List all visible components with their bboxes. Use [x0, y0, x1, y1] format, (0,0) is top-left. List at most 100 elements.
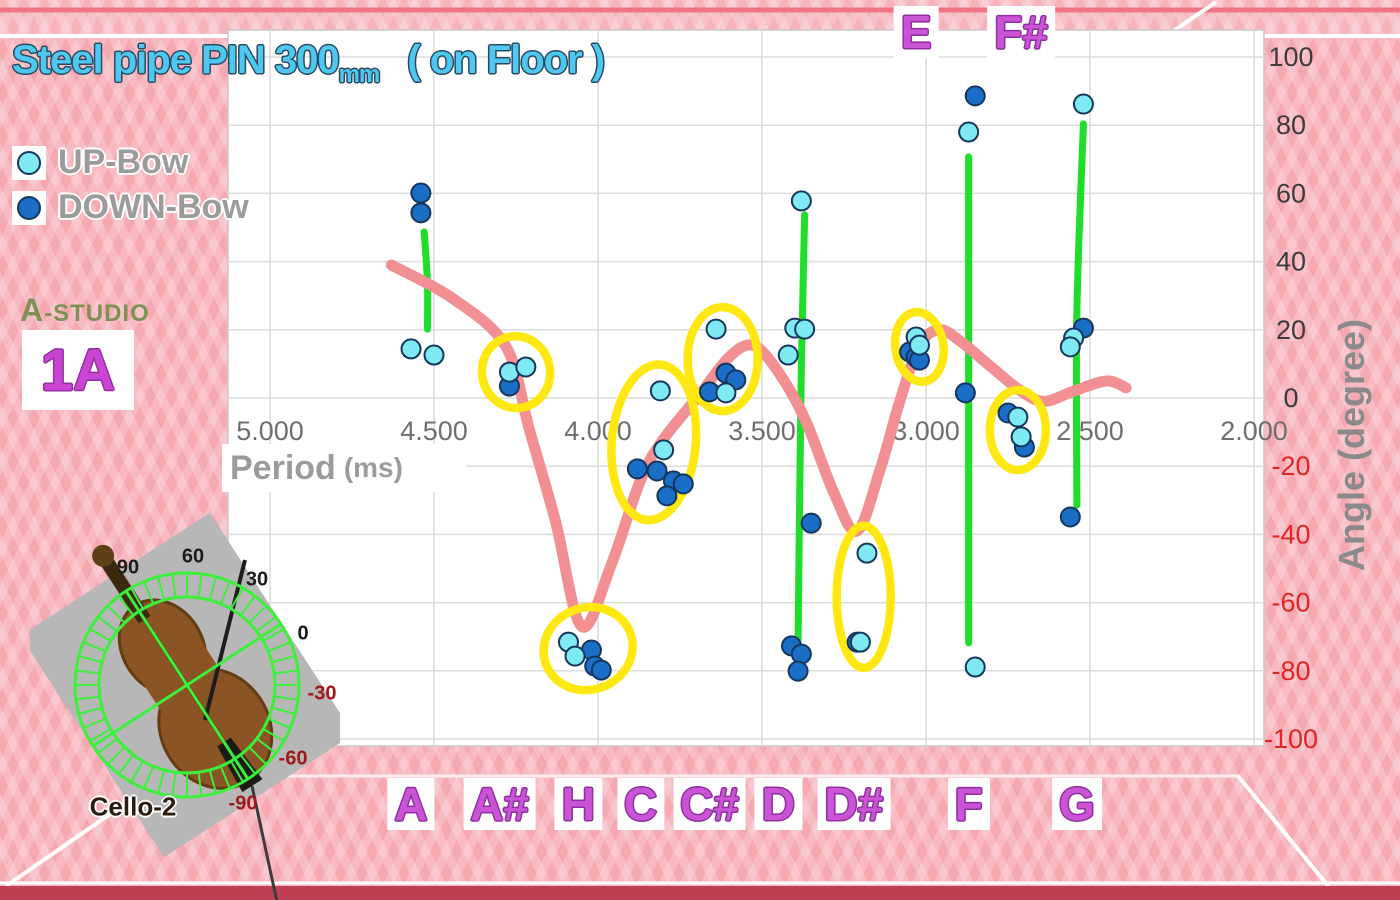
- point-up-bow: [423, 344, 445, 366]
- point-up-bow: [790, 190, 812, 212]
- y-tick-label: -20: [1271, 451, 1310, 481]
- yellow-ellipse-E: [890, 307, 948, 386]
- point-down-bow: [954, 382, 976, 404]
- dial-tick: [83, 717, 107, 729]
- point-up-bow: [1007, 406, 1029, 428]
- dial-tick: [130, 760, 144, 783]
- yellow-ellipse-F#: [985, 385, 1051, 475]
- y-tick-label: -40: [1271, 519, 1310, 549]
- point-down-bow: [410, 202, 432, 224]
- point-up-bow: [705, 318, 727, 340]
- dial-tick: [78, 655, 103, 664]
- point-up-bow: [653, 439, 675, 461]
- x-tick-label: 4.500: [400, 416, 468, 446]
- y-tick-label: -100: [1264, 724, 1318, 754]
- yellow-ellipse-C: [607, 360, 701, 525]
- green-note-line-D: [794, 211, 809, 644]
- dial-tick: [256, 737, 277, 754]
- dial-tick: [75, 669, 100, 675]
- y-tick-label: 20: [1276, 315, 1306, 345]
- bottom-right-diagonal: [1236, 774, 1340, 900]
- dial-tick: [107, 605, 126, 624]
- green-note-line-G: [1072, 120, 1087, 509]
- dial-tick: [75, 695, 100, 701]
- dial-tick: [197, 573, 203, 598]
- dial-tick: [130, 587, 144, 610]
- y-tick-label: -60: [1271, 588, 1310, 618]
- dial-tick: [83, 641, 107, 653]
- x-tick-label: 3.000: [892, 416, 960, 446]
- y-tick-label: 80: [1276, 110, 1306, 140]
- point-down-bow: [787, 660, 809, 682]
- y-tick-label: 0: [1283, 383, 1298, 413]
- dial-tick: [271, 706, 296, 715]
- dial-tick: [171, 573, 177, 598]
- point-up-bow: [400, 338, 422, 360]
- cello-protractor-image: [30, 512, 340, 900]
- dial-tick: [267, 717, 291, 729]
- protractor-dial: [73, 571, 301, 799]
- plot-area: [227, 29, 1265, 747]
- point-down-bow: [626, 458, 648, 480]
- dial-tick: [157, 576, 166, 601]
- point-down-bow: [790, 643, 812, 665]
- cello-scroll: [92, 544, 115, 567]
- x-tick-label: 3.500: [728, 416, 796, 446]
- point-up-bow: [649, 380, 671, 402]
- point-down-bow: [672, 473, 694, 495]
- dial-tick: [230, 587, 244, 610]
- dial-tick: [143, 581, 155, 605]
- x-tick-label: 4.000: [564, 416, 632, 446]
- dial-tick: [274, 669, 299, 675]
- dial-tick: [78, 706, 103, 715]
- dial-tick: [219, 765, 231, 789]
- dial-tick: [208, 769, 217, 794]
- dial-tick: [239, 595, 256, 616]
- dial-tick: [97, 616, 118, 633]
- dial-tick: [219, 581, 231, 605]
- point-up-bow: [1072, 93, 1094, 115]
- x-tick-label: 2.000: [1220, 416, 1288, 446]
- point-up-bow: [958, 121, 980, 143]
- point-up-bow: [856, 542, 878, 564]
- dial-tick: [118, 595, 135, 616]
- y-tick-label: 60: [1276, 178, 1306, 208]
- point-up-bow: [777, 344, 799, 366]
- cello-endpin: [250, 785, 279, 900]
- dial-tick: [208, 576, 217, 601]
- dial-tick: [262, 728, 285, 742]
- yellow-ellipse-A#: [477, 331, 555, 413]
- point-down-bow: [590, 659, 612, 681]
- dial-tick: [97, 737, 118, 754]
- point-down-bow: [800, 512, 822, 534]
- x-tick-label: 2.500: [1056, 416, 1124, 446]
- dial-tick: [143, 765, 155, 789]
- dial-tick: [230, 760, 244, 783]
- dial-tick: [271, 655, 296, 664]
- bottom-strip: [0, 886, 1400, 900]
- dial-tick: [274, 695, 299, 701]
- dial-tick: [248, 746, 267, 765]
- dial-tick: [107, 746, 126, 765]
- dial-tick: [267, 641, 291, 653]
- pink-trend-curve: [385, 259, 1132, 633]
- point-up-bow: [715, 382, 737, 404]
- point-down-bow: [1059, 506, 1081, 528]
- dial-tick: [197, 772, 203, 797]
- point-up-bow: [908, 334, 930, 356]
- yellow-ellipse-H: [539, 602, 637, 695]
- point-down-bow: [410, 182, 432, 204]
- yellow-ellipse-D#: [832, 521, 895, 673]
- point-down-bow: [656, 485, 678, 507]
- point-up-bow: [564, 645, 586, 667]
- dial-tick: [239, 754, 256, 775]
- y-tick-label: 100: [1268, 42, 1313, 72]
- x-tick-label: 5.000: [236, 416, 304, 446]
- dial-tick: [157, 769, 166, 794]
- point-up-bow: [1010, 426, 1032, 448]
- point-up-bow: [1059, 336, 1081, 358]
- dial-tick: [262, 628, 285, 642]
- point-up-bow: [515, 356, 537, 378]
